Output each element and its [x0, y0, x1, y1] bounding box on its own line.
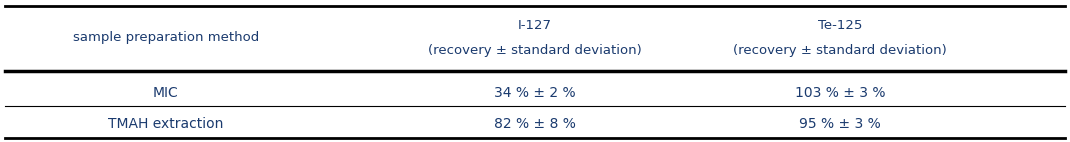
- Text: TMAH extraction: TMAH extraction: [108, 117, 224, 130]
- Text: (recovery ± standard deviation): (recovery ± standard deviation): [733, 44, 947, 57]
- Text: I-127: I-127: [518, 19, 552, 32]
- Text: Te-125: Te-125: [817, 19, 862, 32]
- Text: (recovery ± standard deviation): (recovery ± standard deviation): [428, 44, 642, 57]
- Text: 34 % ± 2 %: 34 % ± 2 %: [494, 86, 576, 100]
- Text: 103 % ± 3 %: 103 % ± 3 %: [795, 86, 885, 100]
- Text: 82 % ± 8 %: 82 % ± 8 %: [494, 117, 576, 130]
- Text: MIC: MIC: [153, 86, 179, 100]
- Text: 95 % ± 3 %: 95 % ± 3 %: [799, 117, 881, 130]
- Text: sample preparation method: sample preparation method: [73, 32, 259, 44]
